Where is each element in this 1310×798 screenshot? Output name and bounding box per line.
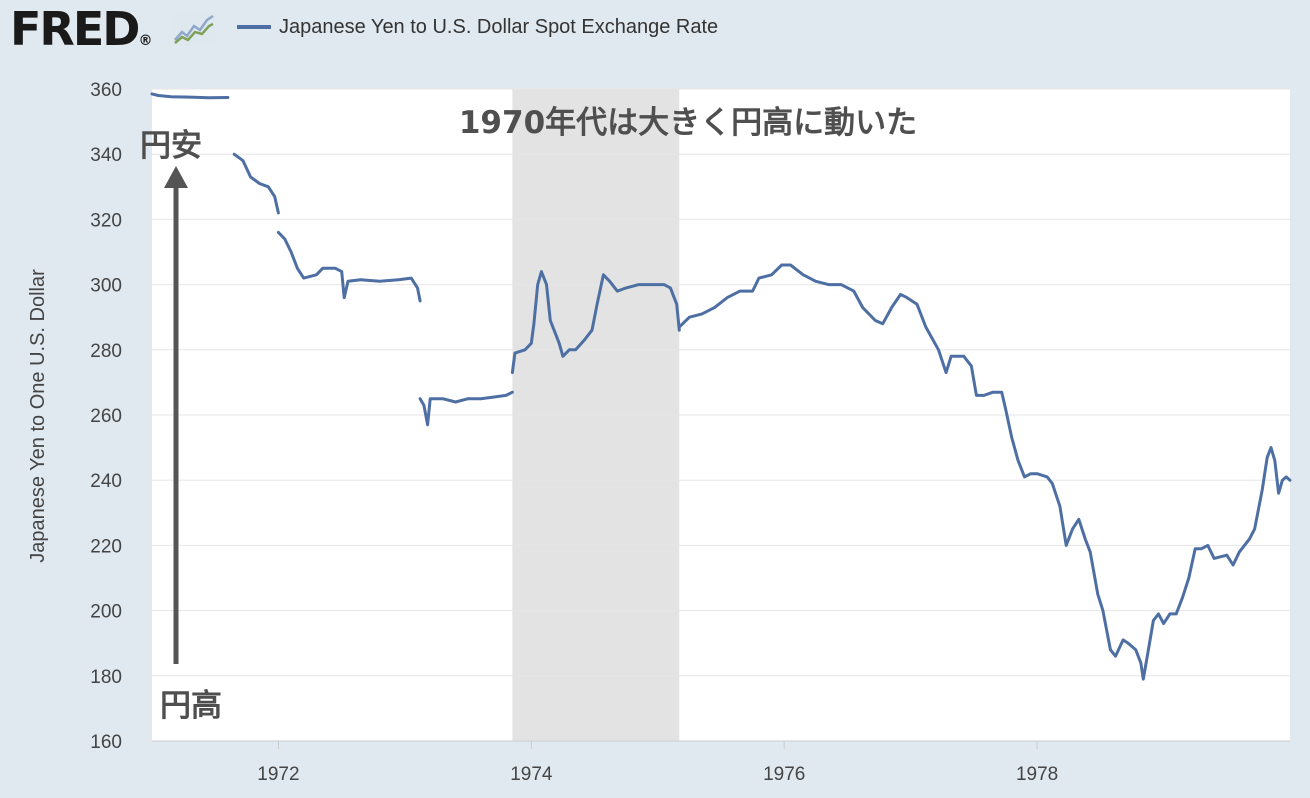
y-tick-label-300: 300 — [90, 276, 122, 297]
annotation-weak-yen: 円安 — [140, 128, 202, 164]
series-line-0-segment-1[interactable] — [232, 152, 280, 215]
y-tick-label-340: 340 — [90, 145, 122, 166]
y-tick-label-360: 360 — [90, 80, 122, 101]
logo-text: FRED — [10, 2, 140, 56]
chart-legend[interactable]: Japanese Yen to U.S. Dollar Spot Exchang… — [237, 14, 718, 40]
x-tick-label-1974: 1974 — [510, 764, 553, 785]
series-line-0-segment-0[interactable] — [150, 92, 230, 100]
x-tick-label-1972: 1972 — [257, 764, 299, 785]
y-tick-label-160: 160 — [90, 732, 122, 753]
series-line-0-segment-4[interactable] — [510, 270, 681, 375]
header: FRED® Japanese Yen to U.S. Dollar Spot E… — [0, 0, 1310, 60]
x-tick-label-1976: 1976 — [763, 764, 805, 785]
annotation-strong-yen: 円高 — [160, 688, 222, 724]
y-tick-label-240: 240 — [90, 471, 122, 492]
y-tick-label-200: 200 — [90, 602, 122, 623]
x-tick-label-1978: 1978 — [1016, 764, 1058, 785]
y-tick-label-320: 320 — [90, 210, 122, 231]
series-line-0-segment-5[interactable] — [677, 263, 1292, 681]
y-axis-title: Japanese Yen to One U.S. Dollar — [27, 269, 49, 563]
series-line-0-segment-3[interactable] — [418, 390, 514, 427]
fred-logo[interactable]: FRED® — [10, 4, 152, 54]
y-tick-label-260: 260 — [90, 406, 122, 427]
logo-mark: ® — [138, 33, 153, 49]
annotation-title: 1970年代は大きく円高に動いた — [459, 105, 917, 141]
direction-arrow-icon — [164, 166, 188, 664]
legend-label: Japanese Yen to U.S. Dollar Spot Exchang… — [279, 15, 719, 38]
y-tick-label-280: 280 — [90, 341, 122, 362]
legend-swatch — [237, 25, 271, 29]
chart-area: 160 180 200 220 240 260 280 300 320 340 360 1972 19… — [27, 80, 1292, 785]
series-line-0-segment-2[interactable] — [276, 230, 422, 303]
y-tick-label-220: 220 — [90, 536, 122, 557]
y-tick-label-180: 180 — [90, 667, 122, 688]
line-graph-icon — [172, 12, 216, 46]
